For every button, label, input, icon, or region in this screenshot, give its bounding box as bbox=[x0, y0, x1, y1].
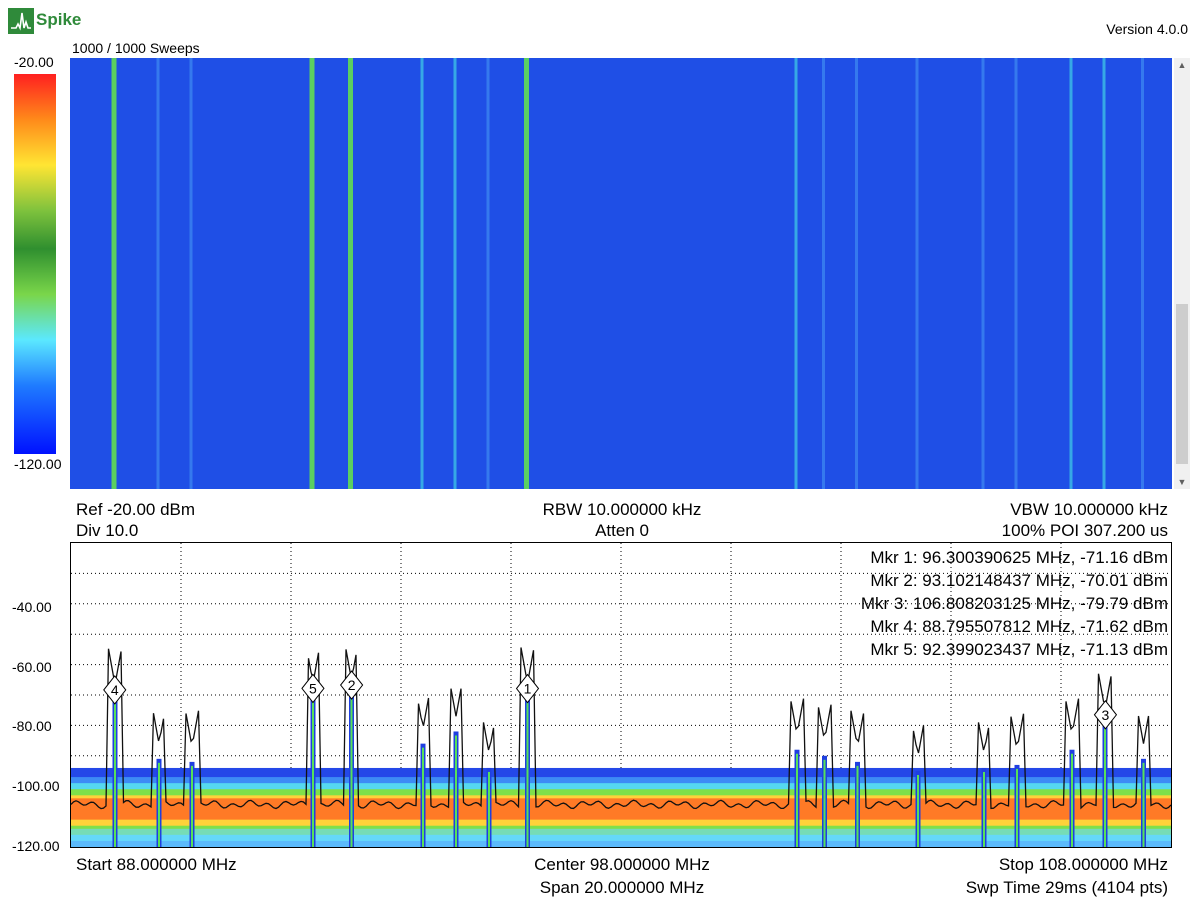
peak-core bbox=[1142, 762, 1145, 847]
marker-readout: Mkr 3: 106.808203125 MHz, -79.79 dBm bbox=[860, 594, 1168, 613]
peak-core bbox=[1104, 728, 1106, 847]
waterfall-scrollbar[interactable]: ▲ ▼ bbox=[1174, 58, 1190, 489]
center-frequency: Center 98.000000 MHz bbox=[534, 855, 710, 874]
marker-5: 5 bbox=[301, 673, 325, 704]
spectrum-plot[interactable]: 1 2 3 4 5 bbox=[70, 542, 1172, 848]
persistence-band bbox=[71, 828, 1171, 847]
sweeps-label: 1000 / 1000 Sweeps bbox=[72, 40, 200, 56]
waterfall-stripe bbox=[189, 58, 193, 489]
peak-core bbox=[796, 753, 798, 847]
marker-4: 4 bbox=[103, 675, 127, 705]
waterfall-stripe bbox=[524, 58, 529, 489]
waterfall-stripe bbox=[111, 58, 117, 489]
waterfall-stripe bbox=[915, 58, 919, 489]
peak-core bbox=[1016, 768, 1018, 847]
waterfall-stripe bbox=[1014, 58, 1018, 489]
waterfall-svg bbox=[111, 58, 1144, 489]
y-tick-label: -100.00 bbox=[12, 778, 60, 794]
y-tick-label: -80.00 bbox=[12, 718, 52, 734]
persistence-band bbox=[71, 798, 1171, 820]
start-frequency: Start 88.000000 MHz bbox=[76, 855, 237, 874]
waterfall-stripe bbox=[1102, 58, 1106, 489]
div-setting: Div 10.0 bbox=[76, 521, 139, 540]
marker-2: 2 bbox=[339, 670, 364, 700]
marker-1: 1 bbox=[515, 673, 540, 704]
spectrum-svg: 1 2 3 4 5 bbox=[71, 543, 1171, 847]
waterfall-stripe bbox=[453, 58, 457, 489]
rbw-setting: RBW 10.000000 kHz bbox=[542, 500, 702, 519]
sweep-time: Swp Time 29ms (4104 pts) bbox=[965, 878, 1168, 897]
spike-logo: Spike bbox=[8, 8, 88, 34]
marker-readouts: Mkr 1: 96.300390625 MHz, -71.16 dBm Mkr … bbox=[861, 546, 1168, 661]
average-trace bbox=[71, 647, 1171, 810]
peak-core bbox=[191, 765, 193, 847]
peak-core bbox=[1071, 753, 1073, 847]
y-tick-label: -40.00 bbox=[12, 599, 52, 615]
waterfall-stripe bbox=[156, 58, 160, 489]
waterfall-stripe bbox=[1069, 58, 1073, 489]
waterfall-stripe bbox=[822, 58, 825, 489]
waterfall-stripe bbox=[1141, 58, 1144, 489]
y-tick-label: -60.00 bbox=[12, 659, 52, 675]
marker-number: 2 bbox=[348, 677, 356, 693]
span-setting: Span 20.000000 MHz bbox=[539, 878, 705, 897]
marker-diamond-icon bbox=[301, 673, 325, 704]
peak-core bbox=[856, 765, 859, 847]
marker-diamond-icon bbox=[339, 670, 364, 700]
marker-readout: Mkr 5: 92.399023437 MHz, -71.13 dBm bbox=[870, 640, 1168, 659]
marker-3: 3 bbox=[1093, 699, 1118, 730]
peak-core bbox=[526, 702, 529, 847]
poi-setting: 100% POI 307.200 us bbox=[1001, 521, 1168, 540]
marker-number: 1 bbox=[524, 681, 532, 697]
waterfall-display[interactable] bbox=[70, 58, 1172, 489]
peak-core bbox=[350, 699, 353, 847]
marker-number: 5 bbox=[309, 680, 317, 696]
logo-text: Spike bbox=[36, 10, 82, 29]
y-tick-label: -120.00 bbox=[12, 838, 60, 854]
peak-core bbox=[455, 735, 457, 847]
peak-core bbox=[422, 747, 424, 847]
waterfall-stripe bbox=[981, 58, 985, 489]
waterfall-stripe bbox=[309, 58, 315, 489]
color-scale-min: -120.00 bbox=[14, 456, 62, 472]
peak-core bbox=[488, 771, 490, 847]
marker-diamond-icon bbox=[515, 673, 540, 704]
waterfall-stripe bbox=[486, 58, 490, 489]
marker-number: 4 bbox=[111, 682, 119, 698]
version-label: Version 4.0.0 bbox=[1106, 21, 1188, 37]
scrollbar-thumb[interactable] bbox=[1176, 304, 1188, 464]
peak-core bbox=[158, 762, 160, 847]
marker-number: 3 bbox=[1102, 707, 1110, 723]
stop-frequency: Stop 108.000000 MHz bbox=[998, 855, 1168, 874]
scroll-up-icon[interactable]: ▲ bbox=[1177, 60, 1187, 70]
atten-setting: Atten 0 bbox=[595, 521, 649, 540]
marker-diamond-icon bbox=[1093, 699, 1118, 730]
peak-core bbox=[823, 759, 826, 847]
vbw-setting: VBW 10.000000 kHz bbox=[1010, 500, 1168, 519]
marker-readout: Mkr 1: 96.300390625 MHz, -71.16 dBm bbox=[870, 548, 1168, 567]
peak-core bbox=[312, 702, 314, 847]
peak-core bbox=[917, 775, 919, 847]
marker-diamond-icon bbox=[103, 675, 127, 705]
color-scale-max: -20.00 bbox=[14, 54, 54, 70]
peak-core bbox=[983, 771, 985, 847]
marker-readout: Mkr 2: 93.102148437 MHz, -70.01 dBm bbox=[870, 571, 1168, 590]
waterfall-stripe bbox=[855, 58, 858, 489]
peak-core bbox=[114, 703, 116, 847]
waterfall-stripe bbox=[348, 58, 353, 489]
marker-readout: Mkr 4: 88.795507812 MHz, -71.62 dBm bbox=[870, 617, 1168, 636]
scroll-down-icon[interactable]: ▼ bbox=[1177, 477, 1187, 487]
waterfall-stripe bbox=[420, 58, 424, 489]
waterfall-stripe bbox=[794, 58, 798, 489]
ref-level: Ref -20.00 dBm bbox=[76, 500, 196, 519]
color-scale-bar bbox=[14, 74, 56, 454]
spike-logo-icon bbox=[8, 8, 34, 34]
